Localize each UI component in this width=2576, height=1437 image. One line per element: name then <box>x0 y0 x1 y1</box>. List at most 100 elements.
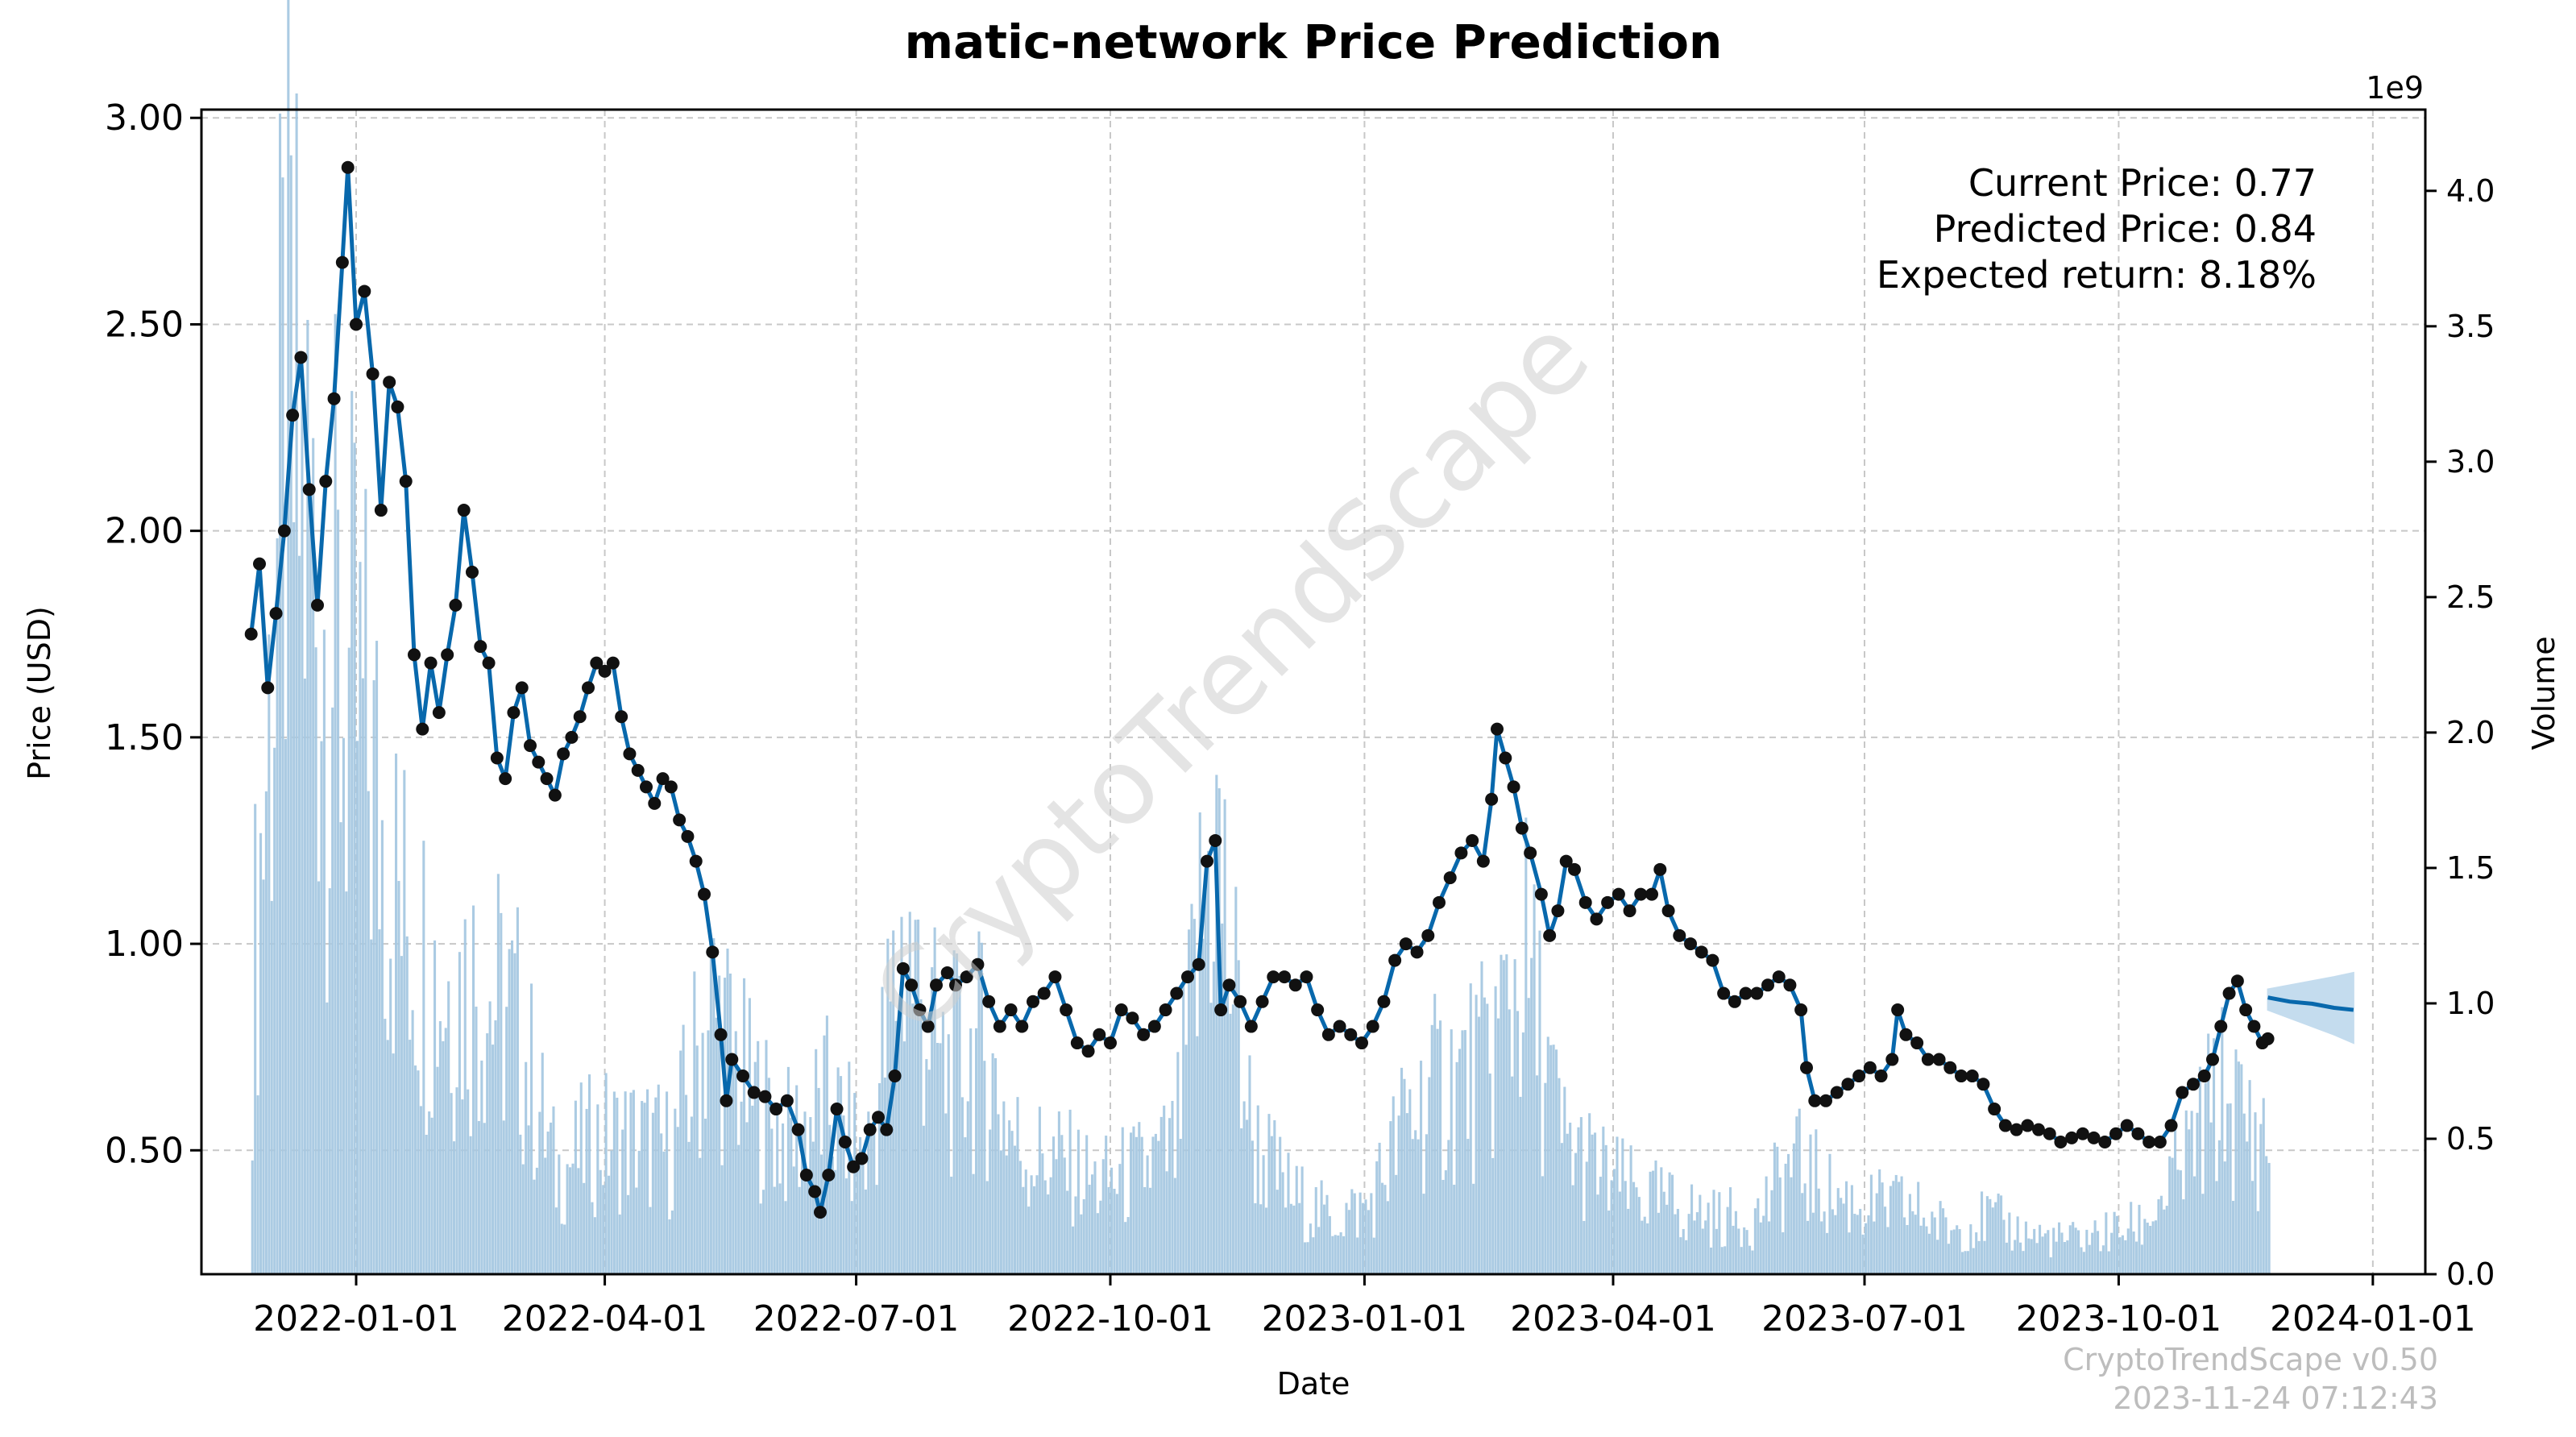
volume-bar <box>2215 1181 2218 1274</box>
volume-bar <box>1552 1045 1555 1274</box>
volume-bar <box>447 981 450 1274</box>
volume-bar <box>602 1185 605 1274</box>
volume-bar <box>2198 1066 2201 1274</box>
volume-bar <box>1047 1194 1050 1274</box>
price-point <box>1885 1053 1899 1066</box>
volume-bar <box>621 1129 624 1274</box>
volume-bar <box>1685 1240 1688 1274</box>
volume-bar <box>2182 1199 2185 1274</box>
volume-bar <box>2041 1236 2044 1274</box>
price-point <box>1543 928 1557 942</box>
price-point <box>474 640 487 654</box>
volume-bar <box>281 177 284 1274</box>
volume-bar <box>1267 1114 1271 1274</box>
volume-bar <box>1649 1171 1652 1274</box>
volume-bar <box>2124 1240 2127 1274</box>
price-point <box>1300 970 1313 984</box>
volume-bar <box>1196 1036 1199 1274</box>
volume-bar <box>1682 1228 1685 1274</box>
price-point <box>1388 953 1402 967</box>
volume-bar <box>2165 1206 2168 1274</box>
volume-bar <box>1168 1118 1172 1274</box>
volume-bar <box>2234 1049 2238 1274</box>
price-point <box>2109 1127 2122 1140</box>
volume-bar <box>1826 1232 1829 1274</box>
volume-bar <box>1378 1142 1381 1274</box>
volume-bar <box>1801 1193 1804 1274</box>
volume-bar <box>1461 1030 1464 1274</box>
volume-bar <box>1740 1247 1743 1274</box>
volume-bar <box>1444 1170 1447 1274</box>
y2-offset-label: 1e9 <box>2366 70 2424 106</box>
volume-bar <box>715 1017 718 1274</box>
price-point <box>391 400 404 413</box>
price-point <box>598 664 612 678</box>
price-point <box>482 656 496 670</box>
volume-bar <box>1428 1077 1431 1274</box>
volume-bar <box>494 1020 497 1274</box>
volume-bar <box>511 940 514 1274</box>
volume-bar <box>1516 1011 1520 1274</box>
volume-bar <box>264 791 268 1274</box>
volume-bar <box>1989 1198 1992 1274</box>
volume-bar <box>1627 1208 1630 1274</box>
volume-bar <box>844 1178 848 1274</box>
volume-bar <box>1055 1159 1058 1274</box>
volume-bar <box>405 936 409 1274</box>
volume-bar <box>2265 1156 2268 1274</box>
volume-bar <box>1632 1182 1636 1274</box>
price-point <box>1399 937 1412 951</box>
volume-bar <box>2039 1224 2042 1274</box>
volume-bar <box>765 1040 768 1274</box>
y2-tick-label: 4.0 <box>2446 173 2495 209</box>
volume-bar <box>1699 1194 1702 1274</box>
volume-bar <box>1430 1024 1433 1274</box>
x-tick-label: 2022-04-01 <box>502 1298 708 1339</box>
volume-bar <box>1041 1153 1044 1274</box>
volume-bar <box>950 1176 953 1274</box>
volume-bar <box>1334 1235 1337 1274</box>
volume-bar <box>1107 1187 1110 1274</box>
volume-bar <box>2008 1212 2011 1274</box>
volume-bar <box>1894 1174 1898 1274</box>
volume-bar <box>1643 1216 1646 1274</box>
volume-bar <box>1383 1185 1387 1274</box>
volume-bar <box>1569 1122 1572 1274</box>
volume-bar <box>1066 1190 1069 1274</box>
price-point <box>2054 1136 2068 1149</box>
volume-bar <box>403 770 406 1274</box>
volume-bar <box>1599 1177 1602 1274</box>
price-point <box>725 1053 739 1066</box>
volume-bar <box>889 1001 892 1274</box>
volume-bar <box>1704 1220 1707 1274</box>
price-point <box>830 1103 844 1116</box>
volume-bar <box>2179 1170 2182 1274</box>
volume-bar <box>345 891 348 1274</box>
price-point <box>993 1020 1006 1033</box>
price-point <box>261 681 275 695</box>
price-point <box>896 961 910 975</box>
volume-bar <box>917 919 920 1274</box>
price-point <box>1568 862 1581 876</box>
volume-bar <box>2080 1247 2083 1274</box>
price-point <box>631 763 645 777</box>
price-point <box>822 1169 836 1182</box>
volume-bar <box>1660 1167 1663 1274</box>
price-point <box>698 887 711 901</box>
y-tick-label: 1.50 <box>105 717 184 758</box>
volume-bar <box>314 647 317 1274</box>
volume-bar <box>438 1021 442 1274</box>
volume-bar <box>1237 960 1240 1274</box>
volume-bar <box>773 1186 776 1274</box>
price-point <box>1653 862 1667 876</box>
volume-bar <box>309 508 312 1274</box>
price-point <box>2164 1119 2178 1132</box>
volume-bar <box>936 1043 940 1274</box>
price-point <box>253 557 266 571</box>
volume-bar <box>502 1120 505 1274</box>
volume-bar <box>1204 885 1207 1274</box>
volume-bar <box>1099 1200 1102 1274</box>
volume-bar <box>2140 1244 2143 1274</box>
price-point <box>1910 1036 1924 1050</box>
price-point <box>1499 751 1512 765</box>
